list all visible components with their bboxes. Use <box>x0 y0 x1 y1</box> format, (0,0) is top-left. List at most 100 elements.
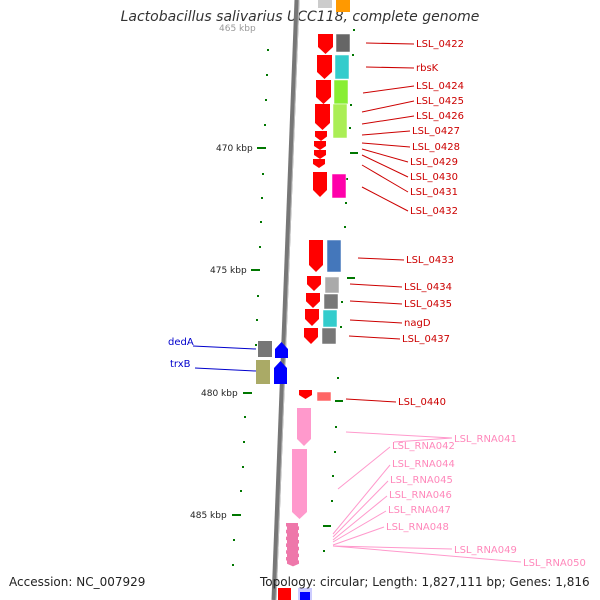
label-connector <box>361 164 409 193</box>
rna-label: LSL_RNA044 <box>392 459 455 470</box>
scale-label: 470 kbp <box>216 144 253 154</box>
scale-label: 480 kbp <box>201 389 238 399</box>
rna-label: LSL_RNA045 <box>390 475 453 486</box>
rna-label: LSL_RNA049 <box>454 545 517 556</box>
label-connector <box>361 130 411 136</box>
rna-connector <box>332 480 389 538</box>
gene-labels: 470 kbp 475 kbp 480 kbp 485 kbp LSL_0422 rbsK… <box>168 39 586 569</box>
cog-box <box>334 54 350 80</box>
reverse-gene-arrow <box>275 342 288 358</box>
gene-label-right: rbsK <box>416 63 439 74</box>
gene-fragment <box>318 0 332 8</box>
forward-gene-arrow <box>313 159 325 168</box>
cog-box <box>316 391 332 402</box>
label-connector <box>192 345 257 350</box>
gene-label-right: nagD <box>404 318 431 329</box>
gene-label-right: LSL_0435 <box>404 299 452 310</box>
label-connector <box>349 319 403 324</box>
forward-gene-arrow <box>315 131 327 141</box>
cog-box <box>322 309 338 328</box>
gene-label-right: LSL_0427 <box>412 126 460 137</box>
gene-label-right: LSL_0431 <box>410 187 458 198</box>
forward-gene-arrow <box>304 328 318 344</box>
gene-label-right: LSL_0424 <box>416 81 464 92</box>
forward-gene-arrow <box>317 55 332 79</box>
rna-feature <box>292 449 307 519</box>
topology-text: Topology: circular; Length: 1,827,111 bp… <box>260 575 590 589</box>
forward-gene-arrow <box>305 309 319 326</box>
label-connector <box>349 283 403 288</box>
scale-label: 485 kbp <box>190 511 227 521</box>
rna-connector <box>332 495 388 541</box>
rna-label: LSL_RNA047 <box>388 505 451 516</box>
label-connector <box>361 186 409 212</box>
forward-gene-arrow <box>314 141 326 150</box>
gene-fragment <box>300 592 310 600</box>
label-connector <box>361 142 411 148</box>
gene-label-right: LSL_0434 <box>404 282 452 293</box>
rna-connector <box>332 526 385 546</box>
gene-label-right: LSL_0440 <box>398 397 446 408</box>
forward-gene-arrow <box>313 172 327 197</box>
label-connectors <box>192 42 522 563</box>
gene-features <box>256 0 351 600</box>
rna-label: LSL_RNA042 <box>392 441 455 452</box>
cog-box <box>256 360 270 384</box>
label-connector <box>361 154 409 178</box>
forward-gene-arrow <box>306 293 320 308</box>
rna-connector <box>332 545 522 563</box>
cog-box <box>258 341 272 357</box>
rna-label: LSL_RNA046 <box>389 490 452 501</box>
rna-connector <box>393 437 453 443</box>
forward-gene-arrow <box>315 104 330 130</box>
gene-label-right: LSL_0437 <box>402 334 450 345</box>
rna-label: LSL_RNA048 <box>386 522 449 533</box>
label-connector <box>345 398 397 403</box>
rna-connector <box>332 464 391 535</box>
gene-label-right: LSL_0428 <box>412 142 460 153</box>
gene-label-right: LSL_0432 <box>410 206 458 217</box>
label-connector <box>357 257 405 261</box>
cog-box <box>335 33 351 53</box>
cog-box <box>326 239 342 273</box>
genome-title: Lactobacillus salivarius UCC118, complet… <box>120 9 480 25</box>
cog-box <box>331 173 347 199</box>
gene-label-right: LSL_0430 <box>410 172 458 183</box>
gene-label-right: LSL_0429 <box>410 157 458 168</box>
gene-label-left: dedA <box>168 337 194 348</box>
rna-connector <box>332 510 387 543</box>
rna-label: LSL_RNA050 <box>523 558 586 569</box>
label-connector <box>365 42 415 45</box>
forward-gene-arrow <box>316 80 331 104</box>
rna-connector <box>337 446 391 490</box>
cog-box <box>332 103 348 139</box>
gene-fragment <box>278 588 291 600</box>
label-connector <box>361 148 409 163</box>
tick-marks <box>232 29 358 566</box>
gene-label-right: LSL_0433 <box>406 255 454 266</box>
scale-label: 475 kbp <box>210 266 247 276</box>
rna-feature <box>287 560 299 567</box>
rna-connector <box>345 431 453 439</box>
label-connector <box>361 115 415 125</box>
reverse-gene-arrow <box>274 361 287 384</box>
rna-label: LSL_RNA041 <box>454 434 517 445</box>
label-connector <box>365 66 415 69</box>
label-connector <box>194 367 257 372</box>
rna-connector <box>332 545 453 550</box>
gene-label-left: trxB <box>170 359 191 370</box>
cog-box <box>333 79 349 105</box>
label-connector <box>348 335 401 340</box>
forward-gene-arrow <box>307 276 321 291</box>
cog-box <box>324 276 340 294</box>
label-connector <box>362 85 415 94</box>
cog-box <box>321 327 337 345</box>
forward-gene-arrow <box>318 34 333 54</box>
genome-backbone <box>271 0 300 600</box>
gene-label-right: LSL_0422 <box>416 39 464 50</box>
top-partial-scale-label: 465 kbp <box>219 24 256 34</box>
forward-gene-arrow <box>299 390 312 399</box>
gene-label-right: LSL_0425 <box>416 96 464 107</box>
gene-label-right: LSL_0426 <box>416 111 464 122</box>
